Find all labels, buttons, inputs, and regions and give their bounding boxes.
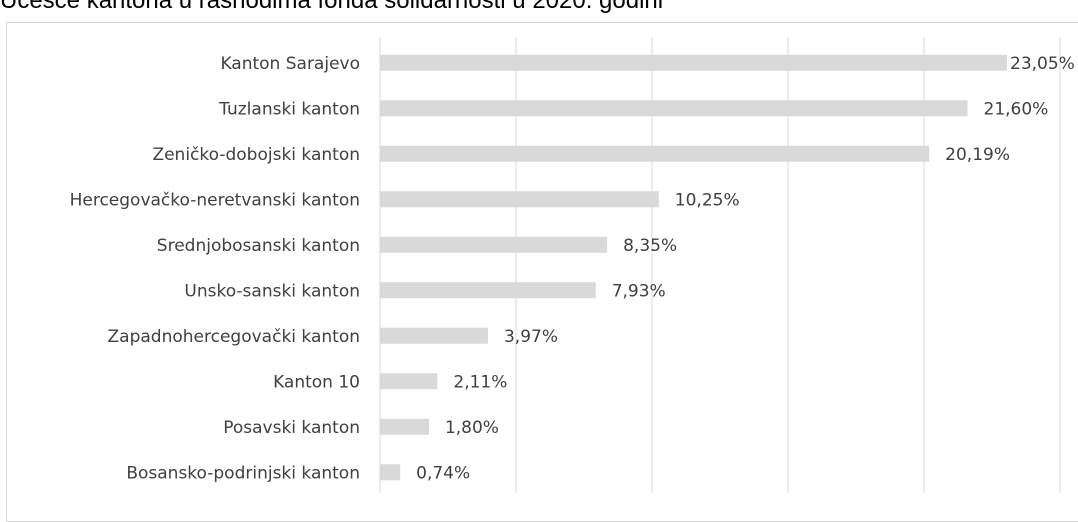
- chart-title: Učešće kantona u rashodima fonda solidar…: [0, 0, 664, 14]
- data-label: 23,05%: [1010, 54, 1075, 74]
- bar: [380, 282, 596, 299]
- category-label: Kanton 10: [273, 372, 360, 392]
- bar: [380, 418, 429, 435]
- bar: [380, 373, 438, 390]
- data-label: 7,93%: [612, 281, 666, 301]
- category-label: Srednjobosanski kanton: [157, 236, 360, 256]
- bar: [380, 100, 968, 117]
- data-label: 0,74%: [416, 463, 470, 483]
- category-label: Zeničko-dobojski kanton: [152, 145, 360, 165]
- data-label: 20,19%: [945, 145, 1010, 165]
- data-label: 2,11%: [453, 372, 507, 392]
- data-label: 3,97%: [504, 327, 558, 347]
- bar: [380, 327, 488, 344]
- category-label: Unsko-sanski kanton: [184, 281, 360, 301]
- data-label: 21,60%: [984, 99, 1049, 119]
- bar: [380, 464, 401, 481]
- category-label: Tuzlanski kanton: [218, 99, 360, 119]
- bar: [380, 191, 659, 208]
- data-label: 8,35%: [623, 236, 677, 256]
- data-label: 1,80%: [445, 418, 499, 438]
- category-label: Zapadnohercegovački kanton: [108, 327, 360, 347]
- bar: [380, 236, 608, 253]
- data-label: 10,25%: [675, 190, 740, 210]
- category-label: Posavski kanton: [223, 418, 360, 438]
- bar: [380, 54, 1007, 71]
- category-label: Kanton Sarajevo: [220, 54, 360, 74]
- category-label: Hercegovačko-neretvanski kanton: [70, 190, 360, 210]
- category-label: Bosansko-podrinjski kanton: [126, 463, 360, 483]
- bar: [380, 145, 930, 162]
